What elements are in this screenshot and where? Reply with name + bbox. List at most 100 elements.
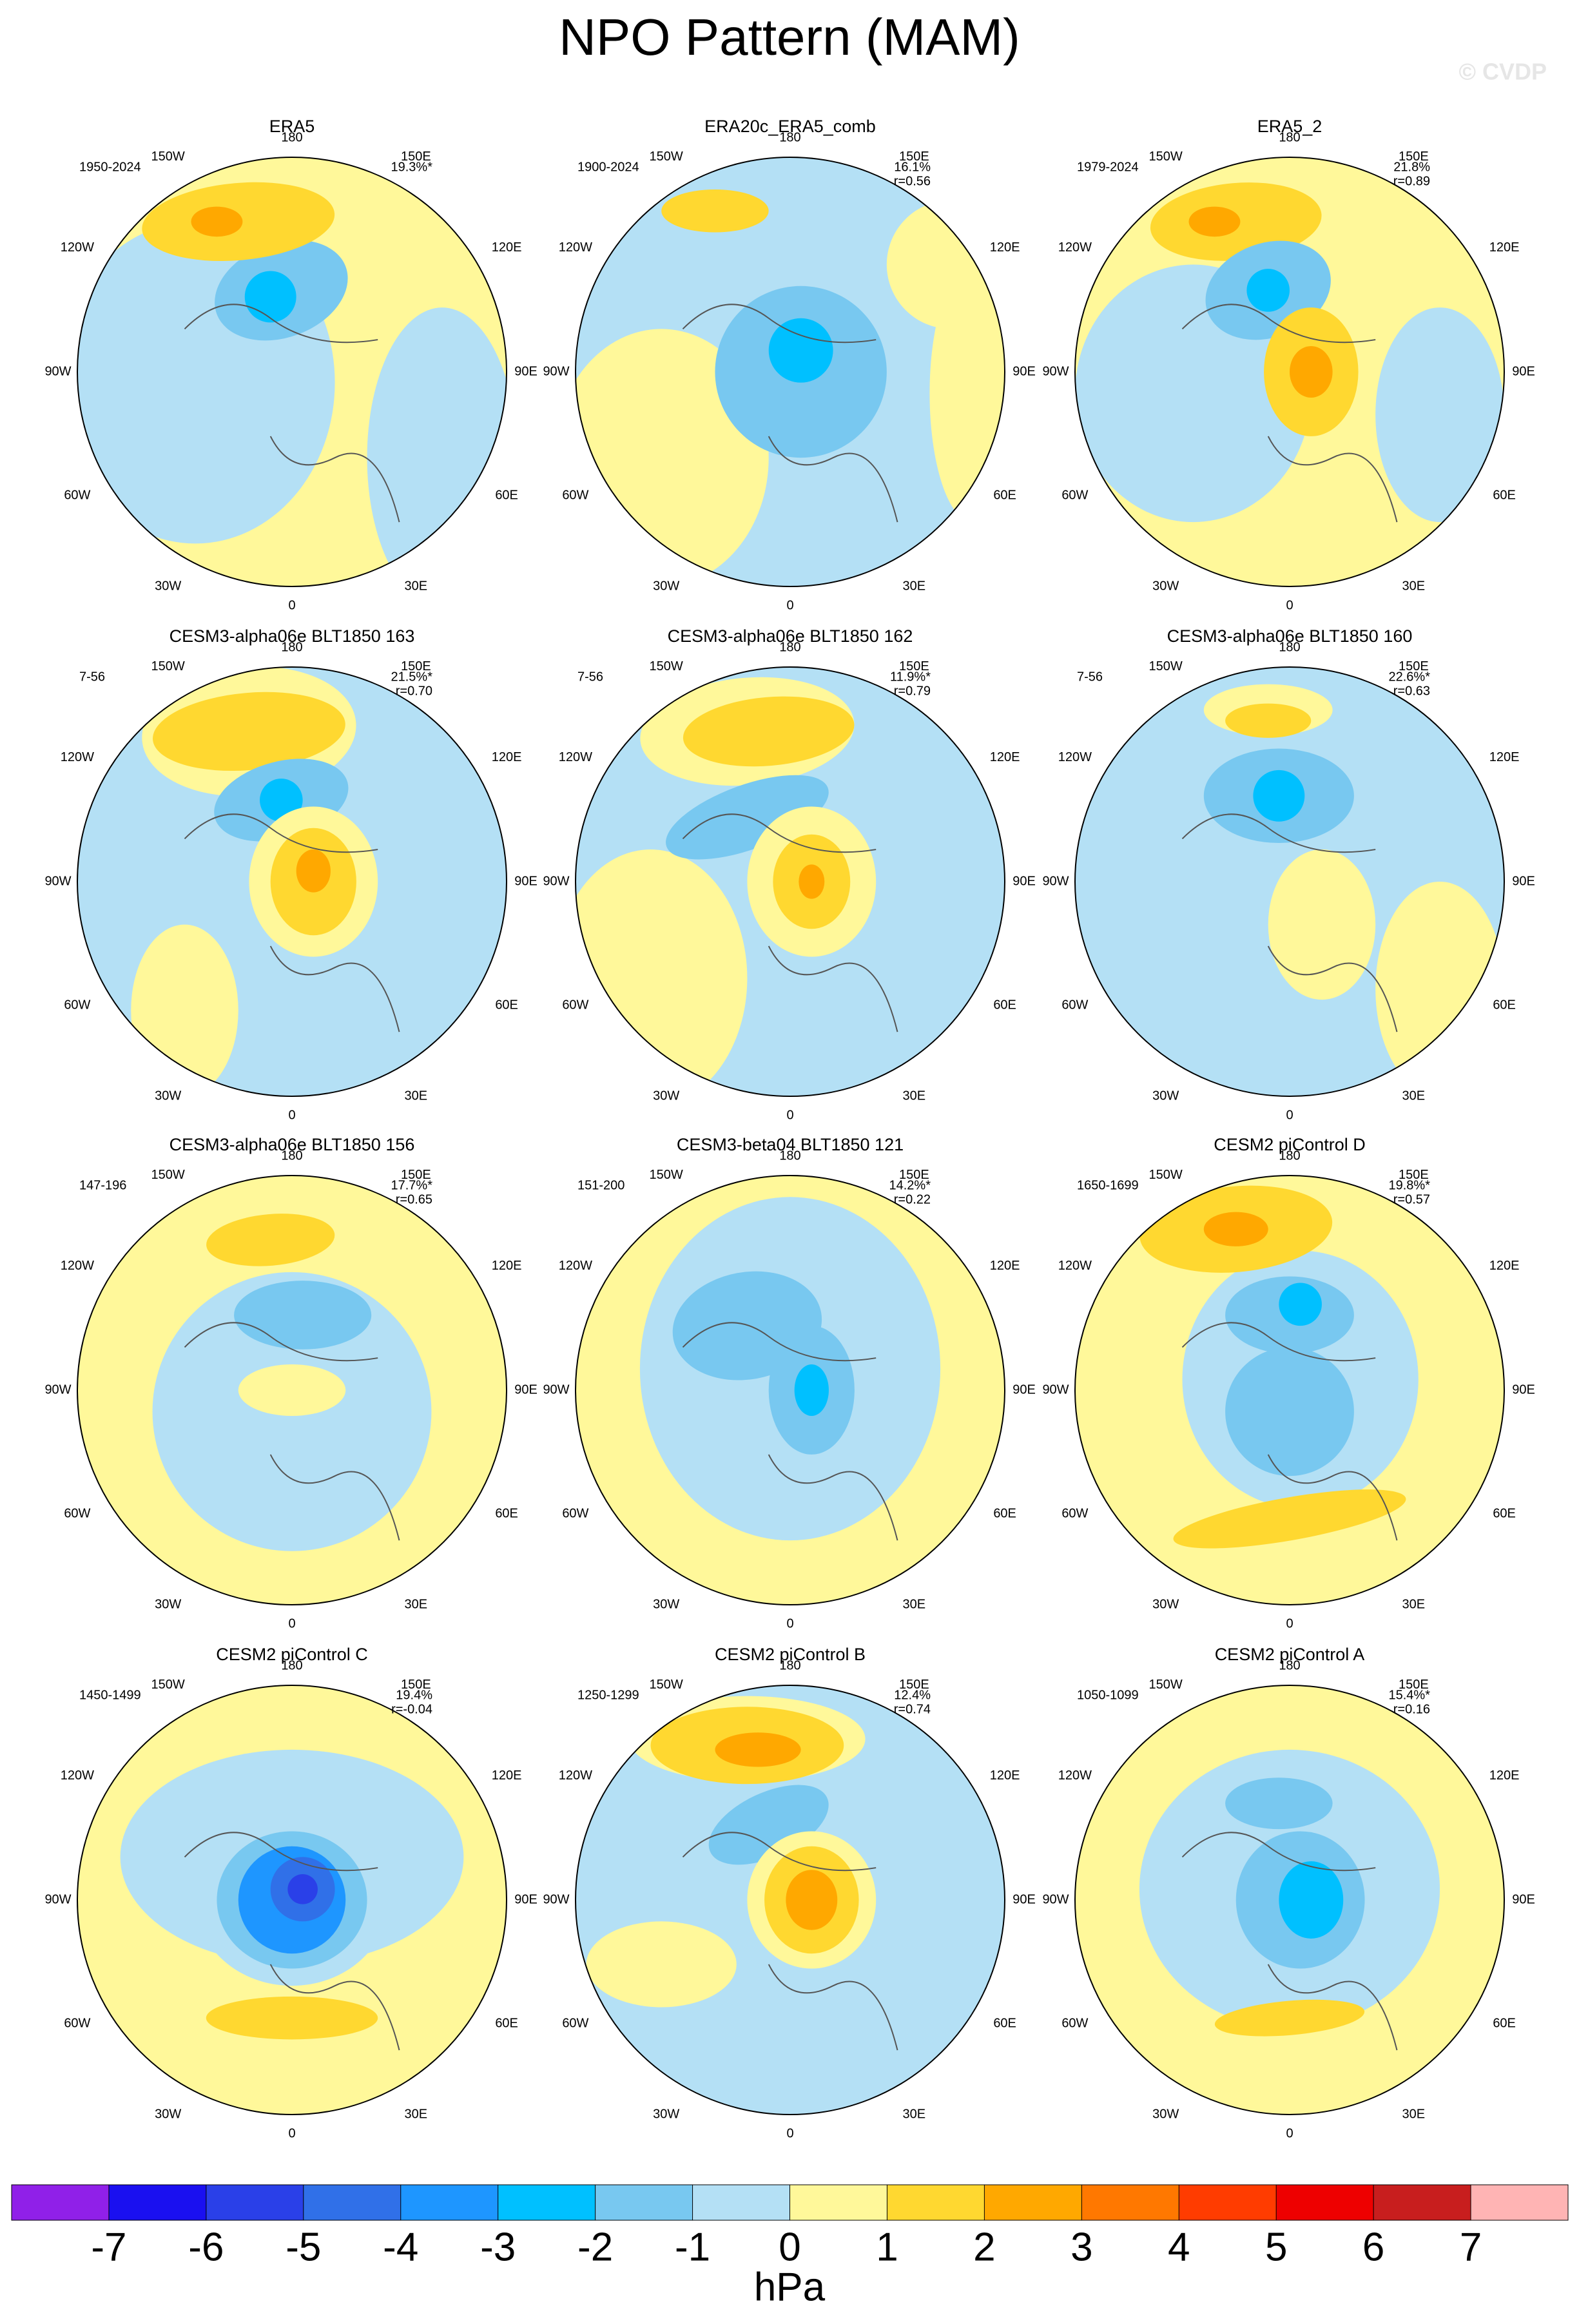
map-field <box>77 1685 507 2115</box>
coastline <box>1181 304 1398 523</box>
panel-title: CESM2 piControl A <box>1215 1645 1365 1664</box>
anomaly-contour <box>1253 770 1305 822</box>
longitude-label: 120W <box>61 240 94 255</box>
map-border <box>1074 1175 1505 1605</box>
longitude-label: 180 <box>779 1658 800 1672</box>
longitude-label: 150E <box>401 1168 431 1182</box>
panel-title: CESM2 piControl C <box>216 1645 368 1664</box>
panel-percent: 21.8% <box>1393 160 1430 174</box>
panel-years: 147-196 <box>79 1178 126 1192</box>
panel-percent: 16.1% <box>894 160 931 174</box>
panel-title: CESM2 piControl D <box>1214 1135 1366 1154</box>
anomaly-contour <box>586 1921 737 2008</box>
map-field <box>1075 667 1504 1096</box>
longitude-label: 150W <box>650 1678 683 1692</box>
longitude-label: 120E <box>1489 1768 1520 1783</box>
panel-title: ERA5 <box>269 117 315 136</box>
anomaly-contour <box>238 1364 346 1416</box>
colorbar-box <box>1373 2185 1471 2220</box>
longitude-label: 30E <box>1402 1597 1426 1611</box>
anomaly-contour <box>287 1874 318 1904</box>
longitude-label: 60W <box>1061 998 1088 1012</box>
coastline <box>184 813 400 1032</box>
anomaly-contour <box>768 318 833 383</box>
coastline <box>184 304 400 523</box>
longitude-label: 150E <box>401 150 431 164</box>
longitude-label: 60E <box>495 2017 518 2031</box>
panel-percent: 15.4%* <box>1389 1688 1431 1702</box>
coastline <box>682 813 898 1032</box>
longitude-label: 120W <box>559 240 592 255</box>
longitude-label: 30W <box>653 1089 679 1103</box>
map-border <box>575 666 1005 1097</box>
longitude-label: 120E <box>990 1259 1020 1273</box>
panel-correlation: r=0.89 <box>1393 174 1430 188</box>
longitude-label: 90W <box>44 364 71 378</box>
colorbar-box <box>303 2185 402 2220</box>
longitude-label: 30W <box>653 1597 679 1611</box>
anomaly-contour <box>715 1732 801 1767</box>
anomaly-contour <box>1246 269 1290 312</box>
anomaly-contour <box>206 1996 378 2040</box>
anomaly-contour <box>1268 849 1376 1000</box>
panel-percent: 19.3%* <box>391 160 433 174</box>
longitude-label: 0 <box>288 598 295 612</box>
panel-years: 1900-2024 <box>577 160 639 174</box>
longitude-label: 90E <box>1512 1382 1535 1397</box>
longitude-label: 30W <box>1152 2107 1179 2121</box>
anomaly-contour <box>131 924 238 1096</box>
longitude-label: 90E <box>1012 874 1036 888</box>
map-border <box>575 157 1005 587</box>
longitude-label: 120E <box>492 1768 522 1783</box>
colorbar-box <box>1276 2185 1374 2220</box>
colorbar-label: -1 <box>675 2225 710 2269</box>
longitude-label: 120W <box>559 1259 592 1273</box>
longitude-label: 60E <box>993 998 1016 1012</box>
longitude-label: 0 <box>786 2126 793 2140</box>
longitude-label: 120E <box>492 240 522 255</box>
longitude-label: 150W <box>151 1678 185 1692</box>
panel-correlation: r=0.22 <box>894 1192 931 1206</box>
longitude-label: 30W <box>1152 1597 1179 1611</box>
map-field <box>576 157 1005 586</box>
panel-correlation: r=0.63 <box>1393 684 1430 698</box>
panel-correlation: r=0.56 <box>894 174 931 188</box>
watermark: © CVDP <box>1458 59 1547 85</box>
panel-years: 7-56 <box>577 670 603 684</box>
colorbar-label: -3 <box>480 2225 516 2269</box>
colorbar-label: 2 <box>973 2225 995 2269</box>
longitude-label: 150W <box>1149 1678 1183 1692</box>
colorbar-box <box>400 2185 499 2220</box>
panel-years: 7-56 <box>79 670 105 684</box>
longitude-label: 60E <box>1493 489 1516 503</box>
longitude-label: 90E <box>1512 874 1535 888</box>
longitude-label: 90E <box>514 1892 538 1906</box>
anomaly-contour <box>1279 1283 1322 1326</box>
longitude-label: 90W <box>44 874 71 888</box>
map-border <box>77 1175 507 1605</box>
longitude-label: 30E <box>1402 2107 1426 2121</box>
panel-percent: 19.4% <box>396 1688 432 1702</box>
longitude-label: 30W <box>653 2107 679 2121</box>
longitude-label: 120W <box>61 1768 94 1783</box>
colorbar-box <box>12 2185 110 2220</box>
coastline <box>184 1832 400 2051</box>
panel-years: 151-200 <box>577 1178 625 1192</box>
map-panel: 180 150E 120E 90E 60E 30E 0 30W 60W 90W 120W 150W CE… <box>1042 626 1535 1122</box>
colorbar-label: 6 <box>1362 2225 1384 2269</box>
longitude-label: 60E <box>1493 1507 1516 1521</box>
longitude-label: 120E <box>1489 1259 1520 1273</box>
longitude-label: 30E <box>903 579 926 593</box>
longitude-label: 0 <box>1286 1616 1293 1631</box>
longitude-label: 180 <box>779 130 800 144</box>
anomaly-contour <box>1375 882 1504 1096</box>
anomaly-contour <box>244 271 296 323</box>
longitude-label: 180 <box>779 1148 800 1163</box>
longitude-label: 60E <box>1493 998 1516 1012</box>
longitude-label: 30W <box>1152 579 1179 593</box>
panel-title: CESM3-alpha06e BLT1850 162 <box>668 626 913 646</box>
panel-correlation: r=0.70 <box>396 684 432 698</box>
longitude-label: 30W <box>155 1597 181 1611</box>
longitude-label: 90W <box>1042 364 1069 378</box>
